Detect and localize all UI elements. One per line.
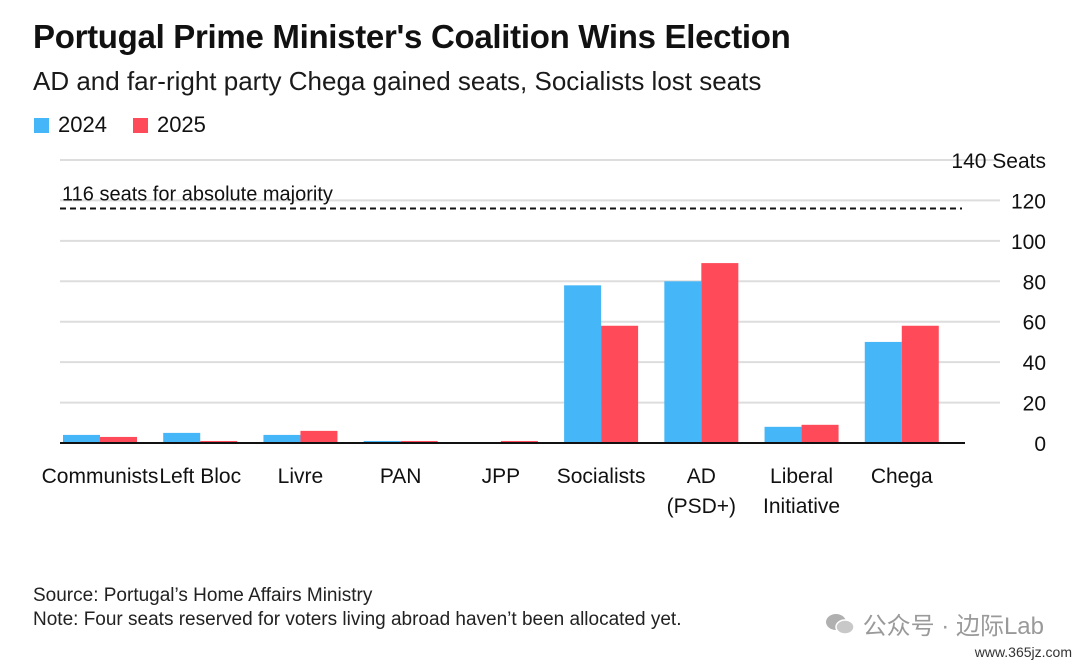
y-tick-label: 20 <box>1023 393 1046 416</box>
legend-label-2024: 2024 <box>58 112 107 137</box>
bar-chart: 0 20 40 60 80 100 120 140 Seats Communists Left B… <box>42 150 1046 518</box>
majority-label: 116 seats for absolute majority <box>62 184 333 206</box>
bar-2025-chega <box>901 325 939 443</box>
bar-2024-ad <box>664 281 702 443</box>
y-tick-label: 0 <box>1034 433 1046 456</box>
x-tick-label: JPP <box>482 465 521 488</box>
legend-item-2024: 2024 <box>34 112 107 138</box>
chart-title: Portugal Prime Minister's Coalition Wins… <box>33 18 791 55</box>
bar-2025-liberal <box>801 424 839 443</box>
bar-2024-communists <box>63 434 100 443</box>
watermark: 公众号 · 边际Lab <box>825 606 1044 641</box>
bar-2025-jpp <box>500 440 538 443</box>
x-tick-label: Left Bloc <box>159 465 241 488</box>
x-tick-label: Socialists <box>557 465 646 488</box>
site-watermark: www.365jz.com <box>974 644 1072 660</box>
bar-2024-left-bloc <box>163 432 201 443</box>
x-tick-label: Liberal Initiative <box>763 465 840 518</box>
bar-2025-ad <box>701 263 739 443</box>
chart-subtitle: AD and far-right party Chega gained seat… <box>33 66 762 96</box>
y-tick-label: 120 <box>1011 190 1046 213</box>
legend-item-2025: 2025 <box>132 112 206 138</box>
bar-2025-pan <box>400 440 438 443</box>
legend-swatch-2025 <box>132 117 148 133</box>
watermark-text: 公众号 · 边际Lab <box>862 613 1044 640</box>
y-tick-label: 60 <box>1023 312 1046 335</box>
source-note: Source: Portugal’s Home Affairs Ministry <box>33 585 373 606</box>
y-tick-label: 80 <box>1023 271 1046 294</box>
legend-swatch-2024 <box>34 117 49 133</box>
x-tick-label: AD (PSD+) <box>667 465 736 518</box>
y-tick-label: 100 <box>1011 231 1046 254</box>
bar-2025-socialists <box>601 325 639 443</box>
y-tick-label: 140 Seats <box>951 150 1046 173</box>
x-tick-label: Livre <box>278 465 324 488</box>
x-tick-label: Communists <box>42 465 159 488</box>
bar-2024-chega <box>864 341 902 443</box>
bar-2024-socialists <box>564 285 602 443</box>
bar-2024-liberal <box>764 426 802 443</box>
bar-2025-livre <box>300 430 338 443</box>
bar-2024-livre <box>263 434 301 443</box>
bar-2024-pan <box>363 440 401 443</box>
footnote: Note: Four seats reserved for voters liv… <box>33 609 682 630</box>
bar-2025-communists <box>100 436 137 443</box>
y-tick-label: 40 <box>1023 352 1046 375</box>
wechat-icon <box>825 612 855 636</box>
x-tick-label: Chega <box>871 465 933 488</box>
legend: 2024 2025 <box>34 112 232 138</box>
x-tick-label: PAN <box>380 465 422 488</box>
bar-2025-left-bloc <box>200 440 238 443</box>
legend-label-2025: 2025 <box>156 112 206 137</box>
